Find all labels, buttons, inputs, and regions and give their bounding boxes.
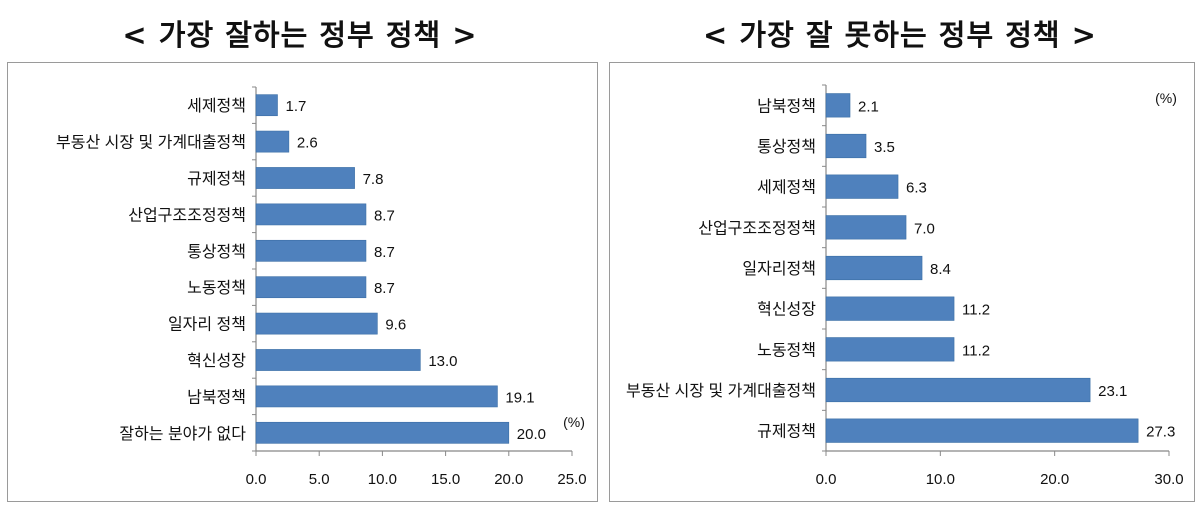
x-tick-label: 25.0	[557, 471, 586, 488]
data-label: 11.2	[962, 302, 990, 319]
category-label: 일자리정책	[742, 260, 816, 278]
x-tick-label: 10.0	[368, 471, 397, 488]
bar	[255, 130, 290, 153]
right-chart-title: < 가장 잘 못하는 정부 정책 >	[703, 18, 1097, 52]
left-chart-panel: 0.0 5.0 10.0 15.0 20.0 25.0 세제정책 1.7 부동산 시장 및 가계…	[7, 62, 598, 502]
category-label: 산업구조조정정책	[128, 206, 246, 224]
bar	[825, 215, 907, 240]
bar	[255, 94, 278, 117]
unit-label: (%)	[1155, 90, 1177, 106]
category-label: 세제정책	[187, 97, 246, 115]
x-tick-label: 0.0	[246, 471, 267, 488]
bar	[255, 239, 367, 262]
data-label: 7.0	[914, 220, 935, 237]
bar	[255, 312, 378, 335]
data-label: 8.7	[374, 207, 395, 224]
x-tick-label: 5.0	[309, 471, 330, 488]
bar	[255, 167, 355, 189]
category-label: 규제정책	[187, 170, 246, 188]
category-label: 남북정책	[187, 388, 246, 406]
category-label: 통상정책	[757, 138, 816, 156]
data-label: 20.0	[517, 426, 546, 443]
data-label: 2.1	[858, 98, 879, 115]
data-label: 9.6	[385, 317, 406, 334]
data-label: 1.7	[285, 98, 306, 115]
category-label: 잘하는 분야가 없다	[119, 425, 246, 443]
bar	[825, 255, 923, 281]
category-label: 규제정책	[757, 423, 816, 441]
category-label: 남북정책	[757, 97, 816, 115]
category-label: 혁신성장	[757, 301, 816, 319]
bar	[825, 337, 955, 362]
data-label: 13.0	[428, 353, 457, 370]
x-tick-label: 10.0	[926, 471, 955, 488]
bar	[825, 133, 867, 159]
x-tick-label: 30.0	[1154, 471, 1183, 488]
bar	[255, 203, 367, 226]
bar	[825, 296, 955, 321]
bar	[825, 174, 899, 199]
x-tick-label: 0.0	[816, 471, 837, 488]
x-tick-label: 15.0	[431, 471, 460, 488]
data-label: 11.2	[962, 342, 990, 359]
category-label: 노동정책	[187, 279, 246, 297]
right-chart-svg: 0.0 10.0 20.0 30.0 남북정책 2.1 통상정책 3.5 세제정책 6.3 산업구조…	[626, 84, 1184, 488]
x-tick-label: 20.0	[494, 471, 523, 488]
bar	[255, 421, 510, 444]
category-label: 통상정책	[187, 243, 246, 261]
data-label: 6.3	[906, 180, 927, 197]
data-label: 8.4	[930, 261, 951, 278]
left-chart-title: < 가장 잘하는 정부 정책 >	[122, 18, 478, 52]
left-chart-svg: 0.0 5.0 10.0 15.0 20.0 25.0 세제정책 1.7 부동산 시장 및 가계…	[56, 86, 587, 488]
data-label: 19.1	[505, 389, 534, 406]
x-tick-label: 20.0	[1040, 471, 1069, 488]
category-label: 부동산 시장 및 가계대출정책	[56, 134, 246, 152]
category-label: 세제정책	[757, 179, 816, 197]
category-label: 혁신성장	[187, 352, 246, 370]
bar	[825, 377, 1091, 403]
unit-label: (%)	[563, 414, 585, 430]
data-label: 2.6	[297, 135, 318, 152]
category-label: 노동정책	[757, 341, 816, 359]
category-label: 산업구조조정정책	[698, 219, 816, 237]
category-label: 일자리 정책	[168, 316, 246, 334]
bar	[825, 418, 1139, 443]
data-label: 23.1	[1098, 383, 1127, 400]
data-label: 8.7	[374, 244, 395, 261]
bar	[825, 93, 851, 118]
category-label: 부동산 시장 및 가계대출정책	[626, 382, 816, 400]
data-label: 7.8	[363, 171, 384, 188]
bar	[255, 276, 367, 299]
data-label: 8.7	[374, 280, 395, 297]
bar	[255, 385, 498, 408]
data-label: 27.3	[1146, 424, 1175, 441]
bar	[255, 349, 421, 371]
data-label: 3.5	[874, 139, 895, 156]
right-chart-panel: 0.0 10.0 20.0 30.0 남북정책 2.1 통상정책 3.5 세제정책 6.3 산업구조…	[609, 62, 1195, 502]
